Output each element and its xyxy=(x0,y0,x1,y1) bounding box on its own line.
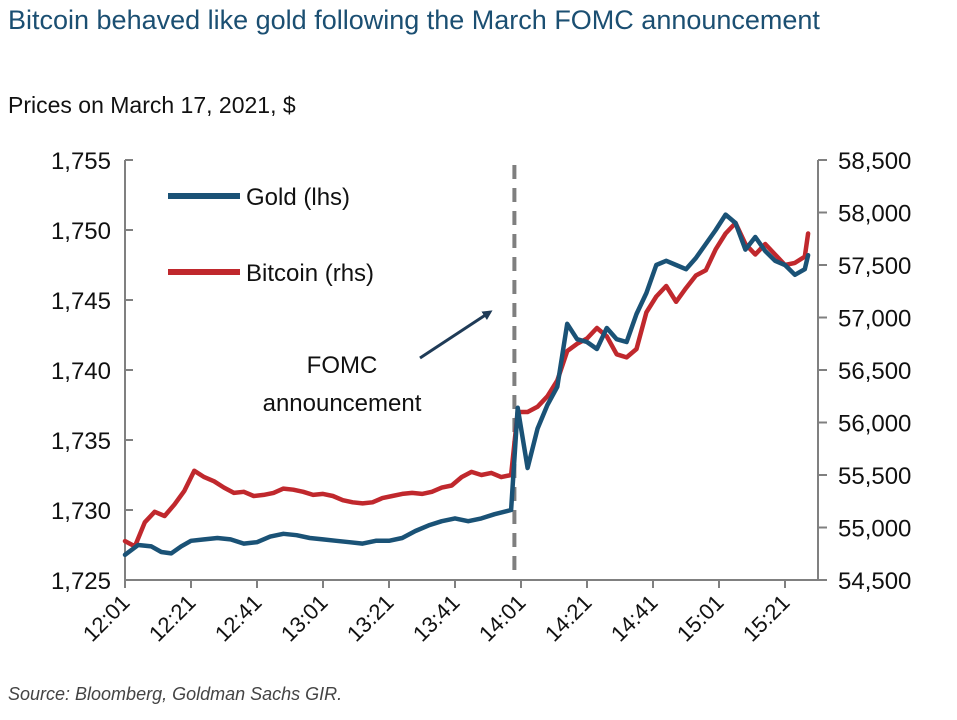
left-axis-tick-label: 1,750 xyxy=(51,218,111,245)
left-axis-tick-label: 1,730 xyxy=(51,498,111,525)
x-axis-tick-label: 12:41 xyxy=(210,590,267,647)
right-axis-tick-label: 57,000 xyxy=(838,306,911,333)
annotation-arrow xyxy=(419,310,493,360)
x-axis-tick-label: 14:01 xyxy=(474,590,531,647)
x-axis-tick-label: 12:21 xyxy=(144,590,201,647)
gold-series-line xyxy=(122,212,811,558)
x-axis-tick-label: 14:21 xyxy=(540,590,597,647)
chart-subtitle: Prices on March 17, 2021, $ xyxy=(8,92,296,118)
x-axis-tick-label: 12:01 xyxy=(78,590,135,647)
x-axis-tick-label: 15:01 xyxy=(672,590,729,647)
annotation-line-1: FOMC xyxy=(307,352,378,379)
x-axis-tick-label: 13:01 xyxy=(276,590,333,647)
chart-legend: Gold (lhs) Bitcoin (rhs) xyxy=(168,184,374,287)
right-axis-tick-label: 55,000 xyxy=(838,516,911,543)
x-axis-tick-label: 14:41 xyxy=(606,590,663,647)
right-axis-tick-label: 57,500 xyxy=(838,253,911,280)
x-axis-tick-label: 13:21 xyxy=(342,590,399,647)
right-axis-tick-label: 58,500 xyxy=(838,148,911,175)
annotation-line-2: announcement xyxy=(263,390,422,417)
left-axis-tick-label: 1,740 xyxy=(51,358,111,385)
right-axis-tick-label: 54,500 xyxy=(838,568,911,595)
left-axis-tick-label: 1,725 xyxy=(51,568,111,595)
fomc-annotation: FOMC announcement xyxy=(263,310,493,417)
x-axis-tick-label: 13:41 xyxy=(408,590,465,647)
legend-label-bitcoin: Bitcoin (rhs) xyxy=(246,260,374,287)
chart-source: Source: Bloomberg, Goldman Sachs GIR. xyxy=(8,684,343,704)
chart-title: Bitcoin behaved like gold following the … xyxy=(8,5,820,35)
right-axis-tick-label: 56,500 xyxy=(838,358,911,385)
bitcoin-series-line xyxy=(122,220,811,549)
right-axis-tick-label: 55,500 xyxy=(838,463,911,490)
x-axis-tick-label: 15:21 xyxy=(738,590,795,647)
axes: 1,725 1,730 1,735 1,740 1,745 1,750 1,755 54,50… xyxy=(51,148,911,646)
series-lines xyxy=(122,212,811,558)
left-axis-tick-label: 1,735 xyxy=(51,428,111,455)
left-axis-tick-label: 1,755 xyxy=(51,148,111,175)
legend-label-gold: Gold (lhs) xyxy=(246,184,350,211)
right-axis-tick-label: 58,000 xyxy=(838,201,911,228)
right-axis-tick-label: 56,000 xyxy=(838,411,911,438)
left-axis-tick-label: 1,745 xyxy=(51,288,111,315)
